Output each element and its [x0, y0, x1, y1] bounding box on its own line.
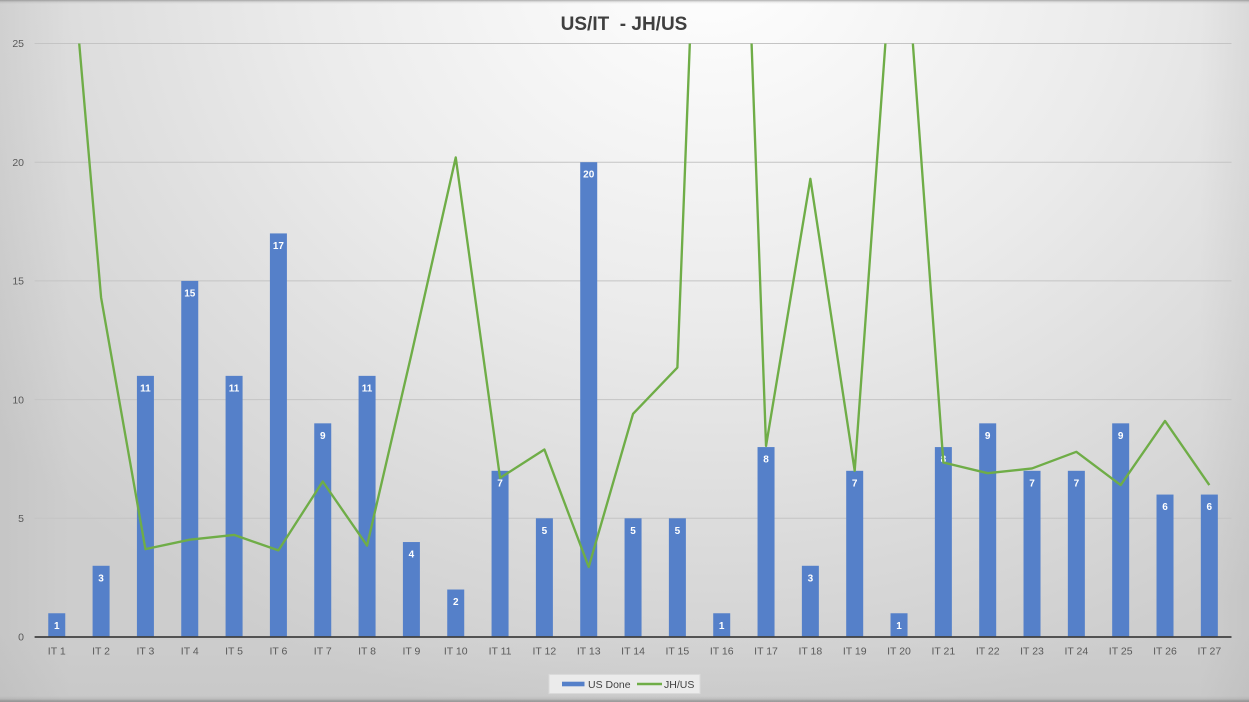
svg-text:20: 20	[12, 157, 24, 169]
svg-text:3: 3	[98, 573, 104, 584]
svg-text:IT 2: IT 2	[92, 646, 110, 658]
svg-text:17: 17	[273, 241, 285, 252]
svg-text:IT 4: IT 4	[181, 646, 199, 658]
svg-text:IT 13: IT 13	[577, 646, 601, 658]
svg-text:0: 0	[18, 632, 24, 644]
svg-text:9: 9	[320, 431, 326, 442]
svg-text:6: 6	[1207, 502, 1213, 513]
svg-text:2: 2	[453, 597, 459, 608]
svg-text:IT 23: IT 23	[1020, 646, 1044, 658]
svg-text:JH/US: JH/US	[664, 679, 694, 691]
svg-text:7: 7	[852, 478, 858, 489]
svg-text:11: 11	[229, 383, 240, 394]
svg-text:IT 7: IT 7	[314, 646, 332, 658]
svg-text:11: 11	[362, 383, 373, 394]
svg-text:5: 5	[630, 526, 636, 537]
svg-text:IT 24: IT 24	[1064, 646, 1088, 658]
svg-text:IT 6: IT 6	[269, 646, 287, 658]
svg-text:IT 17: IT 17	[754, 646, 778, 658]
svg-text:US/IT - JH/US: US/IT - JH/US	[561, 14, 688, 35]
svg-text:IT 10: IT 10	[444, 646, 468, 658]
svg-text:IT 16: IT 16	[710, 646, 734, 658]
svg-text:15: 15	[12, 276, 24, 288]
svg-text:9: 9	[985, 431, 991, 442]
svg-text:7: 7	[1074, 478, 1080, 489]
svg-text:IT 26: IT 26	[1153, 646, 1177, 658]
svg-text:IT 19: IT 19	[843, 646, 867, 658]
svg-text:IT 22: IT 22	[976, 646, 1000, 658]
svg-text:IT 15: IT 15	[666, 646, 690, 658]
svg-text:1: 1	[719, 621, 725, 632]
svg-text:IT 12: IT 12	[533, 646, 557, 658]
svg-text:15: 15	[184, 288, 196, 299]
svg-text:8: 8	[763, 455, 769, 466]
svg-text:4: 4	[409, 550, 415, 561]
svg-text:IT 8: IT 8	[358, 646, 376, 658]
svg-text:7: 7	[497, 478, 503, 489]
svg-text:1: 1	[54, 621, 60, 632]
svg-text:US Done: US Done	[588, 679, 631, 691]
svg-text:11: 11	[140, 383, 151, 394]
svg-text:1: 1	[896, 621, 902, 632]
svg-text:IT 11: IT 11	[489, 646, 512, 658]
svg-text:IT 25: IT 25	[1109, 646, 1133, 658]
svg-text:IT 9: IT 9	[402, 646, 420, 658]
svg-text:5: 5	[675, 526, 681, 537]
svg-text:IT 18: IT 18	[798, 646, 822, 658]
svg-text:IT 21: IT 21	[931, 646, 955, 658]
svg-text:3: 3	[808, 573, 814, 584]
svg-text:10: 10	[12, 394, 24, 406]
svg-text:5: 5	[18, 513, 24, 525]
svg-text:IT 3: IT 3	[136, 646, 154, 658]
svg-text:6: 6	[1162, 502, 1168, 513]
svg-text:IT 20: IT 20	[887, 646, 911, 658]
svg-text:IT 14: IT 14	[621, 646, 645, 658]
svg-text:IT 1: IT 1	[48, 646, 66, 658]
svg-text:IT 5: IT 5	[225, 646, 243, 658]
svg-text:IT 27: IT 27	[1197, 646, 1221, 658]
svg-text:5: 5	[542, 526, 548, 537]
svg-text:20: 20	[583, 170, 595, 181]
svg-text:9: 9	[1118, 431, 1124, 442]
svg-text:7: 7	[1029, 478, 1035, 489]
svg-text:25: 25	[12, 38, 24, 50]
